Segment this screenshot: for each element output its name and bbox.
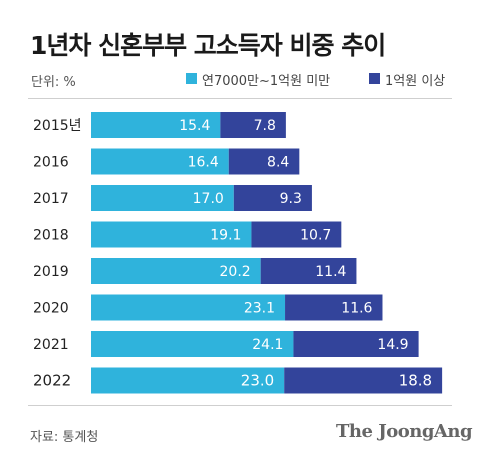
bar-high-income	[251, 221, 342, 248]
bar-high-income	[228, 148, 300, 175]
legend-swatch-low-income	[186, 73, 197, 84]
source-note: 자료: 통계청	[30, 430, 99, 445]
category-label: 2019	[33, 264, 69, 280]
value-label: 19.1	[210, 228, 241, 244]
category-label: 2021	[33, 337, 69, 353]
value-label: 11.4	[315, 264, 346, 280]
value-label: 16.4	[188, 155, 219, 171]
bar-low-income	[91, 294, 286, 321]
bar-high-income	[285, 294, 383, 321]
category-label: 2015년	[33, 118, 82, 134]
bar-low-income	[91, 185, 234, 211]
unit-label: 단위: %	[31, 75, 76, 90]
value-label: 20.2	[220, 264, 251, 280]
value-label: 17.0	[193, 191, 224, 207]
value-label: 23.0	[241, 372, 274, 390]
legend-swatch-high-income	[369, 73, 380, 84]
category-label: 2018	[33, 228, 69, 244]
value-label: 9.3	[280, 191, 302, 207]
bar-low-income	[91, 112, 221, 138]
bar-high-income	[260, 258, 357, 284]
category-label: 2016	[33, 155, 69, 171]
value-label: 24.1	[252, 337, 283, 353]
category-label: 2022	[33, 372, 71, 390]
value-label: 14.9	[377, 337, 408, 353]
value-label: 18.8	[399, 372, 432, 390]
bar-low-income	[91, 221, 252, 248]
bar-high-income	[284, 367, 443, 394]
bottom-divider	[28, 405, 452, 406]
category-label: 2020	[33, 301, 69, 317]
bar-low-income	[91, 367, 285, 394]
value-label: 7.8	[254, 118, 276, 134]
value-label: 15.4	[179, 118, 210, 134]
value-label: 10.7	[300, 228, 331, 244]
bar-high-income	[220, 112, 286, 138]
bar-high-income	[233, 185, 312, 211]
value-label: 8.4	[267, 155, 289, 171]
bar-low-income	[91, 331, 294, 357]
chart-title: 1년차 신혼부부 고소득자 비중 추이	[30, 31, 386, 60]
legend-label-low-income: 연7000만~1억원 미만	[202, 74, 331, 89]
bar-low-income	[91, 258, 261, 284]
value-label: 11.6	[341, 301, 372, 317]
legend: 연7000만~1억원 미만 1억원 이상	[0, 70, 480, 89]
bar-low-income	[91, 148, 229, 175]
value-label: 23.1	[244, 301, 275, 317]
legend-label-high-income: 1억원 이상	[385, 74, 446, 89]
brand-logo: The JoongAng	[336, 421, 473, 442]
category-label: 2017	[33, 191, 69, 207]
bar-high-income	[293, 331, 419, 357]
top-divider	[28, 98, 452, 99]
